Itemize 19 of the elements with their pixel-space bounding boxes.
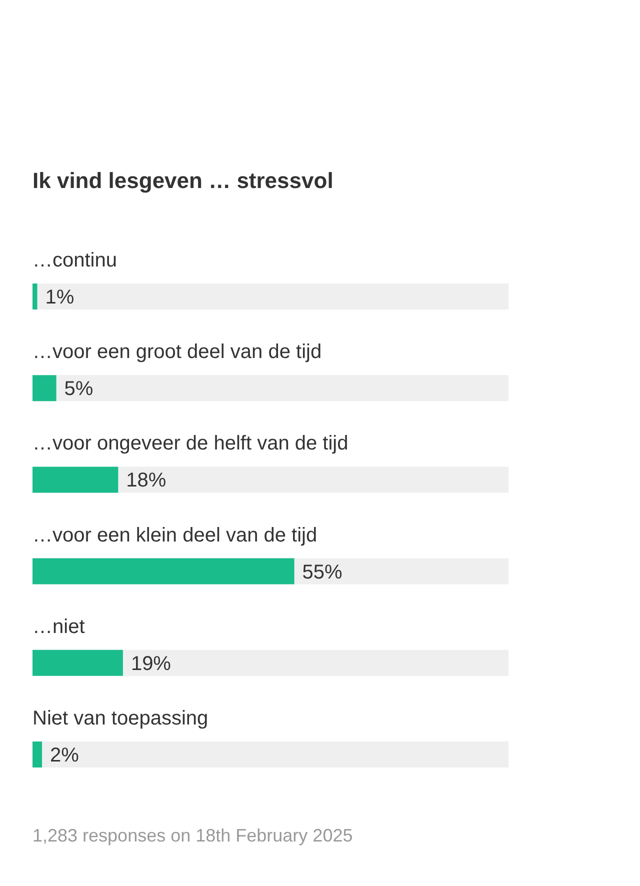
y-tick-label: …niet: [32, 616, 86, 638]
bar: [32, 742, 42, 768]
bar: [32, 284, 38, 310]
bar: [32, 375, 56, 402]
data-label: 1%: [45, 286, 74, 308]
bar: [32, 650, 123, 676]
y-tick-label: …continu: [32, 250, 117, 272]
data-label: 18%: [126, 470, 166, 492]
text: 1,283 responses on 18th February 2025: [32, 826, 353, 846]
y-tick-label: …voor een klein deel van de tijd: [32, 524, 318, 546]
data-label: 2%: [50, 744, 80, 766]
data-label: 19%: [130, 652, 172, 675]
chart-title: Ik vind lesgeven … stressvol: [32, 168, 334, 193]
y-tick-label: …voor een groot deel van de tijd: [32, 341, 322, 364]
data-label: 5%: [64, 378, 94, 400]
y-tick-label: …voor ongeveer de helft van de tijd: [32, 432, 348, 455]
y-tick-label: Niet van toepassing: [32, 708, 208, 730]
data-label: 55%: [302, 561, 343, 584]
bar: [32, 466, 118, 493]
